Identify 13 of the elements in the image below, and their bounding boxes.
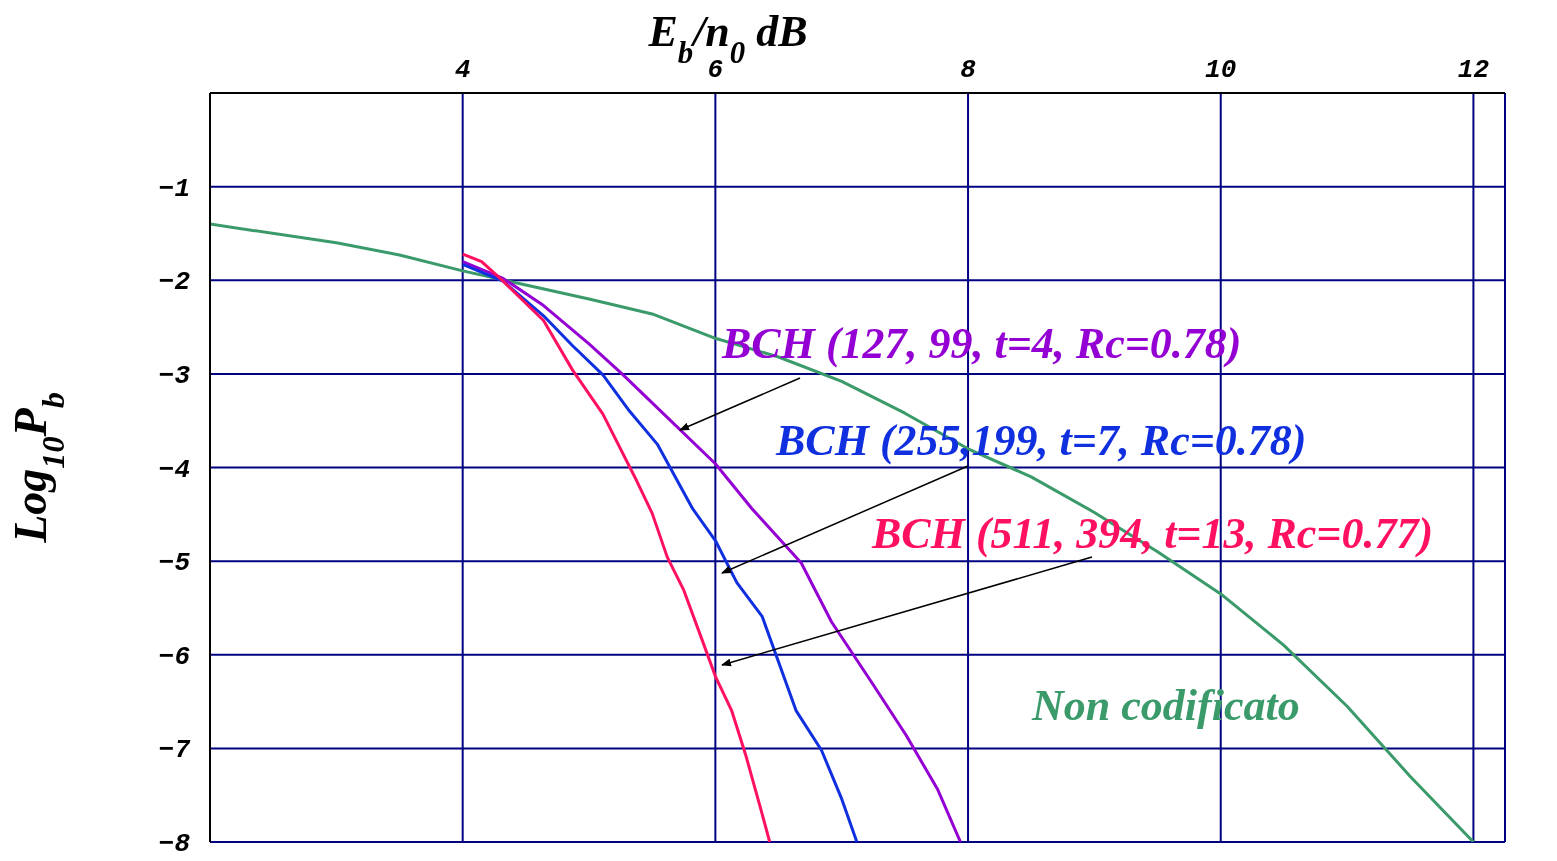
y-tick-label: −2 — [158, 267, 191, 298]
x-tick-label: 8 — [960, 55, 977, 85]
y-tick-label: −6 — [158, 641, 190, 672]
y-tick-label: −5 — [158, 548, 191, 579]
line-series — [210, 222, 1475, 842]
y-tick-label: −7 — [158, 735, 191, 766]
y-tick-label: −8 — [158, 829, 191, 859]
x-tick-label: 4 — [454, 55, 471, 85]
y-tick-label: −1 — [158, 173, 190, 204]
y-tick-label: −3 — [158, 360, 191, 391]
y-tick-label: −4 — [158, 454, 190, 485]
x-tick-label: 12 — [1457, 55, 1490, 85]
x-tick-label: 10 — [1205, 55, 1237, 85]
